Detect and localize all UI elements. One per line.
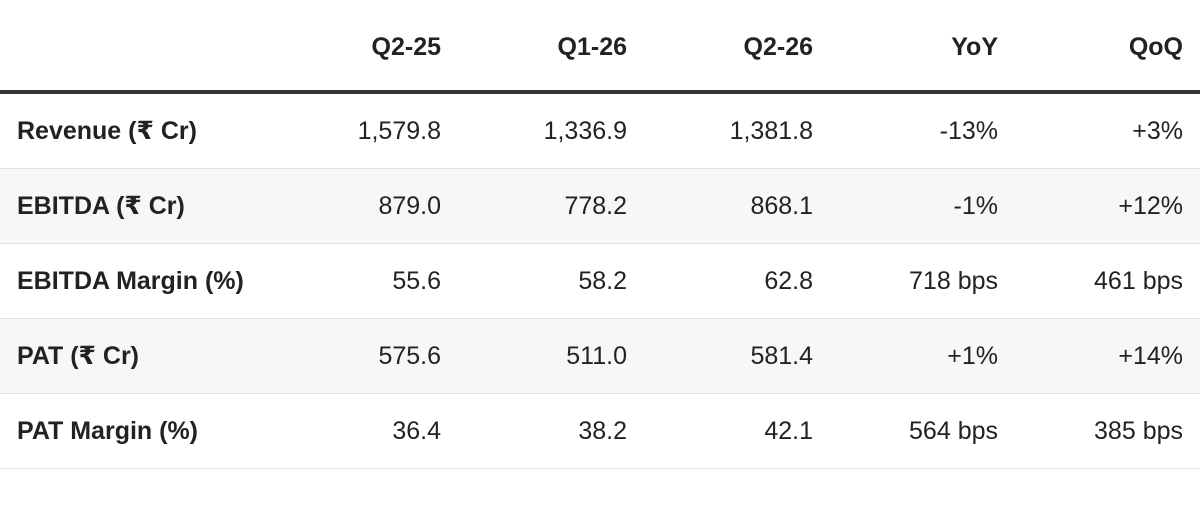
column-header: Q1-26 [441, 0, 627, 94]
row-label: PAT Margin (%) [0, 393, 255, 469]
corner-cell [0, 0, 255, 94]
row-label: Revenue (₹ Cr) [0, 92, 255, 169]
table-body: Revenue (₹ Cr) 1,579.8 1,336.9 1,381.8 -13% +… [0, 92, 1200, 469]
row-label: PAT (₹ Cr) [0, 318, 255, 394]
column-header: YoY [813, 0, 998, 94]
value-cell: +1% [813, 318, 998, 394]
value-cell: 55.6 [255, 243, 441, 319]
value-cell: 461 bps [998, 243, 1200, 319]
value-cell: +12% [998, 168, 1200, 244]
value-cell: 879.0 [255, 168, 441, 244]
value-cell: -13% [813, 92, 998, 169]
value-cell: 1,381.8 [627, 92, 813, 169]
table-row: Revenue (₹ Cr) 1,579.8 1,336.9 1,381.8 -13% +… [0, 92, 1200, 169]
value-cell: 564 bps [813, 393, 998, 469]
value-cell: +14% [998, 318, 1200, 394]
value-cell: 581.4 [627, 318, 813, 394]
value-cell: 778.2 [441, 168, 627, 244]
table-row: EBITDA (₹ Cr) 879.0 778.2 868.1 -1% +12% [0, 168, 1200, 244]
value-cell: 58.2 [441, 243, 627, 319]
value-cell: 1,579.8 [255, 92, 441, 169]
table-header: Q2-25 Q1-26 Q2-26 YoY QoQ [0, 0, 1200, 94]
table-row: PAT (₹ Cr) 575.6 511.0 581.4 +1% +14% [0, 318, 1200, 394]
results-table: Q2-25 Q1-26 Q2-26 YoY QoQ Revenue (₹ Cr) 1,57… [0, 0, 1200, 469]
value-cell: 385 bps [998, 393, 1200, 469]
header-row: Q2-25 Q1-26 Q2-26 YoY QoQ [0, 0, 1200, 94]
value-cell: 575.6 [255, 318, 441, 394]
value-cell: 1,336.9 [441, 92, 627, 169]
value-cell: 42.1 [627, 393, 813, 469]
value-cell: +3% [998, 92, 1200, 169]
value-cell: 62.8 [627, 243, 813, 319]
row-label: EBITDA Margin (%) [0, 243, 255, 319]
value-cell: 36.4 [255, 393, 441, 469]
row-label: EBITDA (₹ Cr) [0, 168, 255, 244]
table-row: EBITDA Margin (%) 55.6 58.2 62.8 718 bps 461 … [0, 243, 1200, 319]
value-cell: 718 bps [813, 243, 998, 319]
value-cell: 38.2 [441, 393, 627, 469]
value-cell: 511.0 [441, 318, 627, 394]
table-row: PAT Margin (%) 36.4 38.2 42.1 564 bps 385 bps [0, 393, 1200, 469]
column-header: Q2-26 [627, 0, 813, 94]
value-cell: -1% [813, 168, 998, 244]
column-header: Q2-25 [255, 0, 441, 94]
value-cell: 868.1 [627, 168, 813, 244]
column-header: QoQ [998, 0, 1200, 94]
